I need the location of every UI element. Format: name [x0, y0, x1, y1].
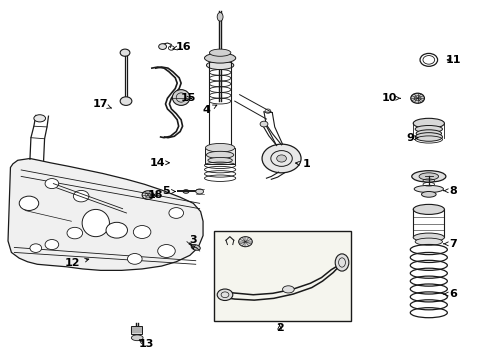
Circle shape: [260, 121, 267, 127]
Ellipse shape: [334, 254, 348, 271]
Circle shape: [106, 222, 127, 238]
Circle shape: [67, 227, 82, 239]
Polygon shape: [8, 158, 203, 270]
Ellipse shape: [414, 133, 442, 141]
Text: 5: 5: [162, 186, 175, 197]
Ellipse shape: [34, 115, 45, 122]
Ellipse shape: [207, 157, 232, 163]
Text: 16: 16: [172, 42, 191, 51]
Ellipse shape: [414, 126, 442, 133]
Ellipse shape: [131, 335, 143, 341]
Ellipse shape: [413, 185, 443, 193]
Circle shape: [19, 196, 39, 211]
Circle shape: [158, 44, 166, 49]
Circle shape: [168, 208, 183, 219]
Circle shape: [158, 244, 175, 257]
Ellipse shape: [191, 244, 200, 250]
Text: 8: 8: [443, 186, 456, 196]
Circle shape: [120, 97, 132, 105]
Ellipse shape: [195, 189, 203, 194]
Ellipse shape: [183, 190, 188, 193]
Text: 9: 9: [406, 133, 417, 143]
Circle shape: [45, 179, 59, 189]
Bar: [131, 326, 142, 334]
Ellipse shape: [415, 130, 441, 137]
Ellipse shape: [206, 151, 233, 158]
Text: 4: 4: [202, 105, 216, 115]
Text: 11: 11: [445, 55, 460, 65]
Ellipse shape: [204, 53, 235, 63]
Text: 15: 15: [181, 93, 196, 103]
Ellipse shape: [205, 143, 234, 152]
Text: 7: 7: [443, 239, 456, 249]
Ellipse shape: [209, 49, 230, 56]
Ellipse shape: [412, 118, 444, 129]
Ellipse shape: [418, 173, 438, 180]
Ellipse shape: [206, 61, 233, 69]
Circle shape: [45, 239, 59, 249]
Ellipse shape: [412, 204, 444, 215]
Ellipse shape: [412, 233, 444, 242]
Text: 13: 13: [138, 339, 153, 349]
Text: 1: 1: [295, 159, 310, 169]
Text: 3: 3: [189, 235, 197, 249]
Circle shape: [30, 244, 41, 252]
Circle shape: [238, 237, 252, 247]
Ellipse shape: [414, 238, 442, 245]
Bar: [205, 148, 234, 164]
Ellipse shape: [411, 171, 445, 182]
Bar: [214, 231, 350, 320]
Ellipse shape: [282, 286, 294, 293]
Ellipse shape: [82, 210, 109, 237]
Ellipse shape: [421, 192, 435, 197]
Circle shape: [142, 191, 154, 199]
Ellipse shape: [172, 90, 189, 105]
Text: 12: 12: [65, 258, 89, 268]
Text: 18: 18: [148, 190, 163, 200]
Circle shape: [217, 289, 232, 301]
Circle shape: [127, 253, 142, 264]
Circle shape: [73, 190, 89, 202]
Text: 17: 17: [93, 99, 111, 109]
Ellipse shape: [217, 13, 223, 21]
Text: 14: 14: [150, 158, 169, 168]
Text: 10: 10: [381, 93, 400, 103]
Circle shape: [410, 93, 424, 103]
Text: 6: 6: [443, 289, 456, 299]
Circle shape: [133, 226, 151, 238]
Circle shape: [120, 49, 130, 56]
Circle shape: [276, 155, 286, 162]
Text: 2: 2: [275, 323, 283, 333]
Circle shape: [262, 144, 301, 173]
